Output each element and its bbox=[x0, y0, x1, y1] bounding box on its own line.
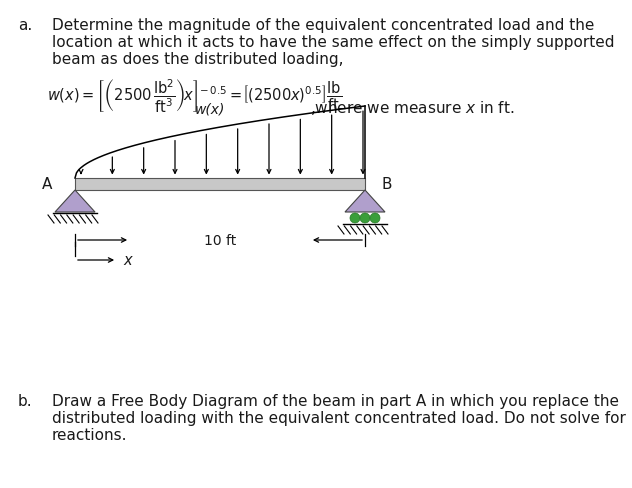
Circle shape bbox=[370, 214, 380, 224]
Polygon shape bbox=[345, 191, 385, 213]
Circle shape bbox=[350, 214, 360, 224]
Text: reactions.: reactions. bbox=[52, 427, 128, 442]
Text: beam as does the distributed loading,: beam as does the distributed loading, bbox=[52, 52, 344, 67]
Text: ,where we measure $x$ in ft.: ,where we measure $x$ in ft. bbox=[310, 99, 514, 117]
Polygon shape bbox=[55, 191, 95, 213]
Text: $w(x)=\left[\left(2500\,\dfrac{\mathsf{lb}^2}{\mathsf{ft}^3}\right)\!x\right]^{\: $w(x)=\left[\left(2500\,\dfrac{\mathsf{l… bbox=[47, 77, 342, 115]
Text: w(x): w(x) bbox=[195, 102, 225, 116]
Text: A: A bbox=[42, 177, 52, 192]
Text: Determine the magnitude of the equivalent concentrated load and the: Determine the magnitude of the equivalen… bbox=[52, 18, 594, 33]
Text: location at which it acts to have the same effect on the simply supported: location at which it acts to have the sa… bbox=[52, 35, 614, 50]
Text: b.: b. bbox=[18, 393, 33, 408]
Text: $x$: $x$ bbox=[123, 253, 134, 268]
Text: B: B bbox=[382, 177, 392, 192]
Text: a.: a. bbox=[18, 18, 32, 33]
Text: distributed loading with the equivalent concentrated load. Do not solve for: distributed loading with the equivalent … bbox=[52, 410, 626, 425]
Bar bbox=[75, 179, 365, 191]
Text: Draw a Free Body Diagram of the beam in part A in which you replace the: Draw a Free Body Diagram of the beam in … bbox=[52, 393, 619, 408]
Circle shape bbox=[360, 214, 370, 224]
Text: 10 ft: 10 ft bbox=[204, 234, 236, 247]
